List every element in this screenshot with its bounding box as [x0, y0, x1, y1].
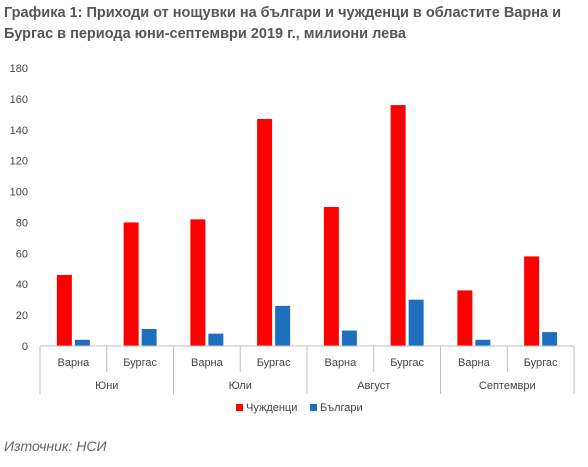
- category-label: Варна: [191, 357, 224, 369]
- bar-bulgarians: [208, 333, 224, 346]
- category-label: Варна: [458, 357, 491, 369]
- category-label: Бургас: [123, 357, 157, 369]
- bars: [56, 105, 558, 346]
- group-label: Септември: [479, 380, 536, 392]
- y-axis-ticks: 0 20 40 60 80 100 120 140 160 180: [10, 63, 28, 353]
- bar-bulgarians: [341, 330, 357, 346]
- chart-title: Графика 1: Приходи от нощувки на българи…: [4, 5, 561, 42]
- bar-bulgarians: [141, 329, 157, 346]
- group-label: Юни: [95, 380, 118, 392]
- bar-foreigners: [56, 274, 72, 346]
- x-axis: [39, 345, 575, 394]
- y-tick-label: 120: [10, 156, 28, 168]
- group-label: Август: [357, 380, 390, 392]
- bar-foreigners: [390, 105, 406, 346]
- legend-label: Българи: [320, 402, 363, 414]
- bar-bulgarians: [74, 339, 90, 346]
- bar-foreigners: [190, 219, 206, 346]
- bar-bulgarians: [542, 332, 558, 346]
- legend: Чужденци Българи: [236, 402, 363, 414]
- y-tick-label: 80: [16, 217, 28, 229]
- bar-foreigners: [257, 118, 273, 346]
- x-axis-labels: Варна Бургас Варна Бургас Варна Бургас Варна Бу…: [57, 357, 558, 392]
- y-tick-label: 100: [10, 187, 28, 199]
- category-label: Варна: [324, 357, 357, 369]
- y-tick-label: 0: [22, 341, 28, 353]
- bar-foreigners: [323, 207, 339, 346]
- y-tick-label: 20: [16, 310, 28, 322]
- category-label: Бургас: [257, 357, 291, 369]
- y-tick-label: 60: [16, 248, 28, 260]
- legend-label: Чужденци: [246, 402, 297, 414]
- y-tick-label: 40: [16, 279, 28, 291]
- y-tick-label: 180: [10, 63, 28, 75]
- source-note: Източник: НСИ: [4, 438, 107, 454]
- y-tick-label: 160: [10, 94, 28, 106]
- bar-bulgarians: [408, 299, 424, 346]
- bar-foreigners: [123, 222, 139, 346]
- category-label: Бургас: [390, 357, 424, 369]
- category-label: Варна: [57, 357, 90, 369]
- category-label: Бургас: [524, 357, 558, 369]
- bar-foreigners: [457, 290, 473, 346]
- bar-foreigners: [524, 256, 540, 346]
- legend-swatch: [310, 404, 317, 411]
- y-tick-label: 140: [10, 125, 28, 137]
- bar-bulgarians: [275, 305, 291, 346]
- bar-bulgarians: [475, 339, 491, 346]
- group-label: Юли: [229, 380, 252, 392]
- legend-swatch: [236, 404, 243, 411]
